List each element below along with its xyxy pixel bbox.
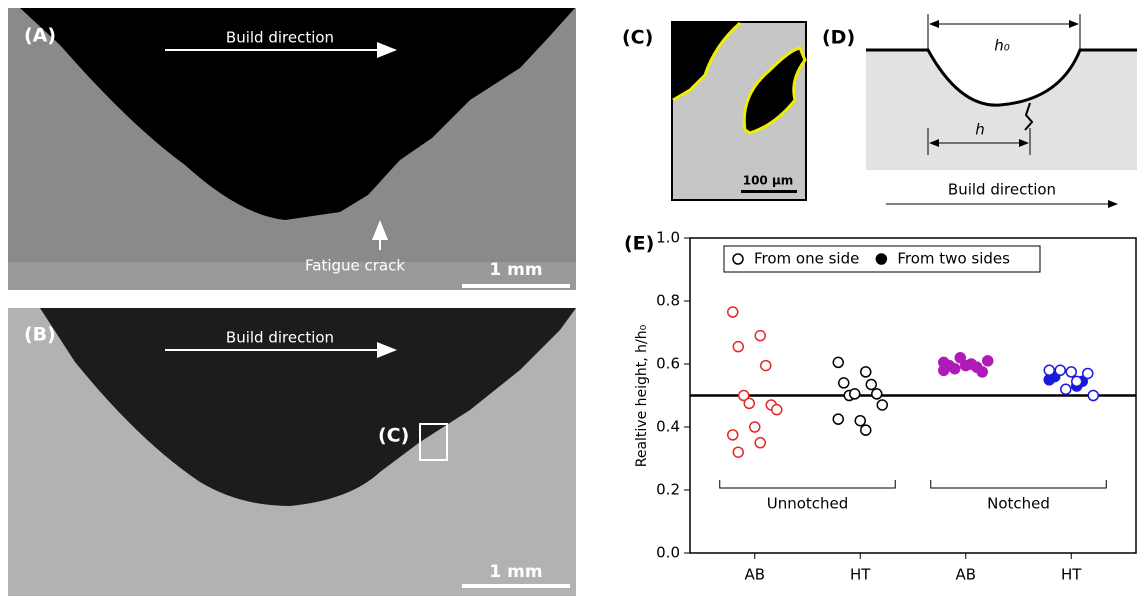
group-label: Notched: [987, 495, 1050, 513]
data-point: [1083, 368, 1093, 378]
panel-label: (D): [822, 27, 855, 49]
data-point: [755, 331, 765, 341]
group-label: Unnotched: [767, 495, 849, 513]
panel-e: (E) Realtive height, h/h₀ 0.0 0.2 0.4 0.6 0.…: [624, 229, 1136, 584]
data-point: [1066, 367, 1076, 377]
scale-bar: [462, 284, 570, 288]
legend-marker: [733, 254, 743, 264]
build-direction: Build direction: [226, 29, 334, 47]
data-point: [861, 367, 871, 377]
panel-d: (D) h₀ h Build direction: [822, 14, 1137, 204]
build-direction: Build direction: [948, 181, 1056, 199]
data-point: [939, 365, 949, 375]
x-tick-label: HT: [850, 566, 871, 584]
data-point: [850, 389, 860, 399]
panel-label: (B): [24, 324, 56, 346]
data-point: [866, 379, 876, 389]
panel-label: (A): [24, 25, 56, 47]
data-point: [877, 400, 887, 410]
data-point: [733, 447, 743, 457]
data-point: [950, 364, 960, 374]
data-point: [1072, 376, 1082, 386]
y-tick-label: 0.2: [656, 481, 680, 499]
data-point: [872, 389, 882, 399]
y-tick-label: 1.0: [656, 229, 680, 247]
data-point: [755, 438, 765, 448]
panel-b: (B) Build direction (C) 1 mm: [8, 308, 576, 596]
group-bracket: [931, 480, 1107, 488]
data-point: [833, 357, 843, 367]
dimension-label: h₀: [994, 37, 1010, 55]
data-point: [1088, 391, 1098, 401]
data-point: [839, 378, 849, 388]
data-point: [983, 356, 993, 366]
data-point: [728, 430, 738, 440]
legend-label: From two sides: [897, 250, 1010, 268]
data-point: [772, 405, 782, 415]
data-point: [744, 398, 754, 408]
data-point: [1061, 384, 1071, 394]
figure: (A) Build direction Fatigue crack 1 mm (…: [0, 0, 1137, 596]
y-axis-label: Realtive height, h/h₀: [634, 324, 650, 467]
legend-label: From one side: [754, 250, 859, 268]
panel-label: (C): [622, 27, 653, 49]
panel-c: (C) 100 µm: [622, 22, 806, 200]
panel-label: (E): [624, 233, 654, 255]
x-tick-label: HT: [1061, 566, 1082, 584]
dimension-label: h: [975, 121, 985, 139]
specimen: [866, 50, 1137, 170]
data-point: [750, 422, 760, 432]
scale-bar-label: 1 mm: [489, 562, 542, 582]
scale-bar-label: 100 µm: [743, 174, 794, 188]
x-tick-label: AB: [744, 566, 765, 584]
data-point: [761, 361, 771, 371]
data-point: [733, 342, 743, 352]
scale-bar: [741, 190, 797, 193]
x-tick-label: AB: [955, 566, 976, 584]
build-direction: Build direction: [226, 329, 334, 347]
y-tick-label: 0.4: [656, 418, 680, 436]
panel-a: (A) Build direction Fatigue crack 1 mm: [8, 8, 576, 290]
group-bracket: [720, 480, 896, 488]
y-tick-label: 0.0: [656, 544, 680, 562]
data-point: [961, 361, 971, 371]
y-tick-label: 0.6: [656, 355, 680, 373]
data-point: [1044, 365, 1054, 375]
legend-marker: [876, 254, 886, 264]
scale-bar: [462, 584, 570, 588]
data-point: [855, 416, 865, 426]
annotation: Fatigue crack: [305, 257, 405, 275]
scale-bar-label: 1 mm: [489, 260, 542, 280]
data-point: [728, 307, 738, 317]
inset-label: (C): [378, 425, 409, 447]
data-point: [1055, 365, 1065, 375]
y-tick-label: 0.8: [656, 292, 680, 310]
data-point: [833, 414, 843, 424]
data-point: [977, 367, 987, 377]
data-point: [861, 425, 871, 435]
